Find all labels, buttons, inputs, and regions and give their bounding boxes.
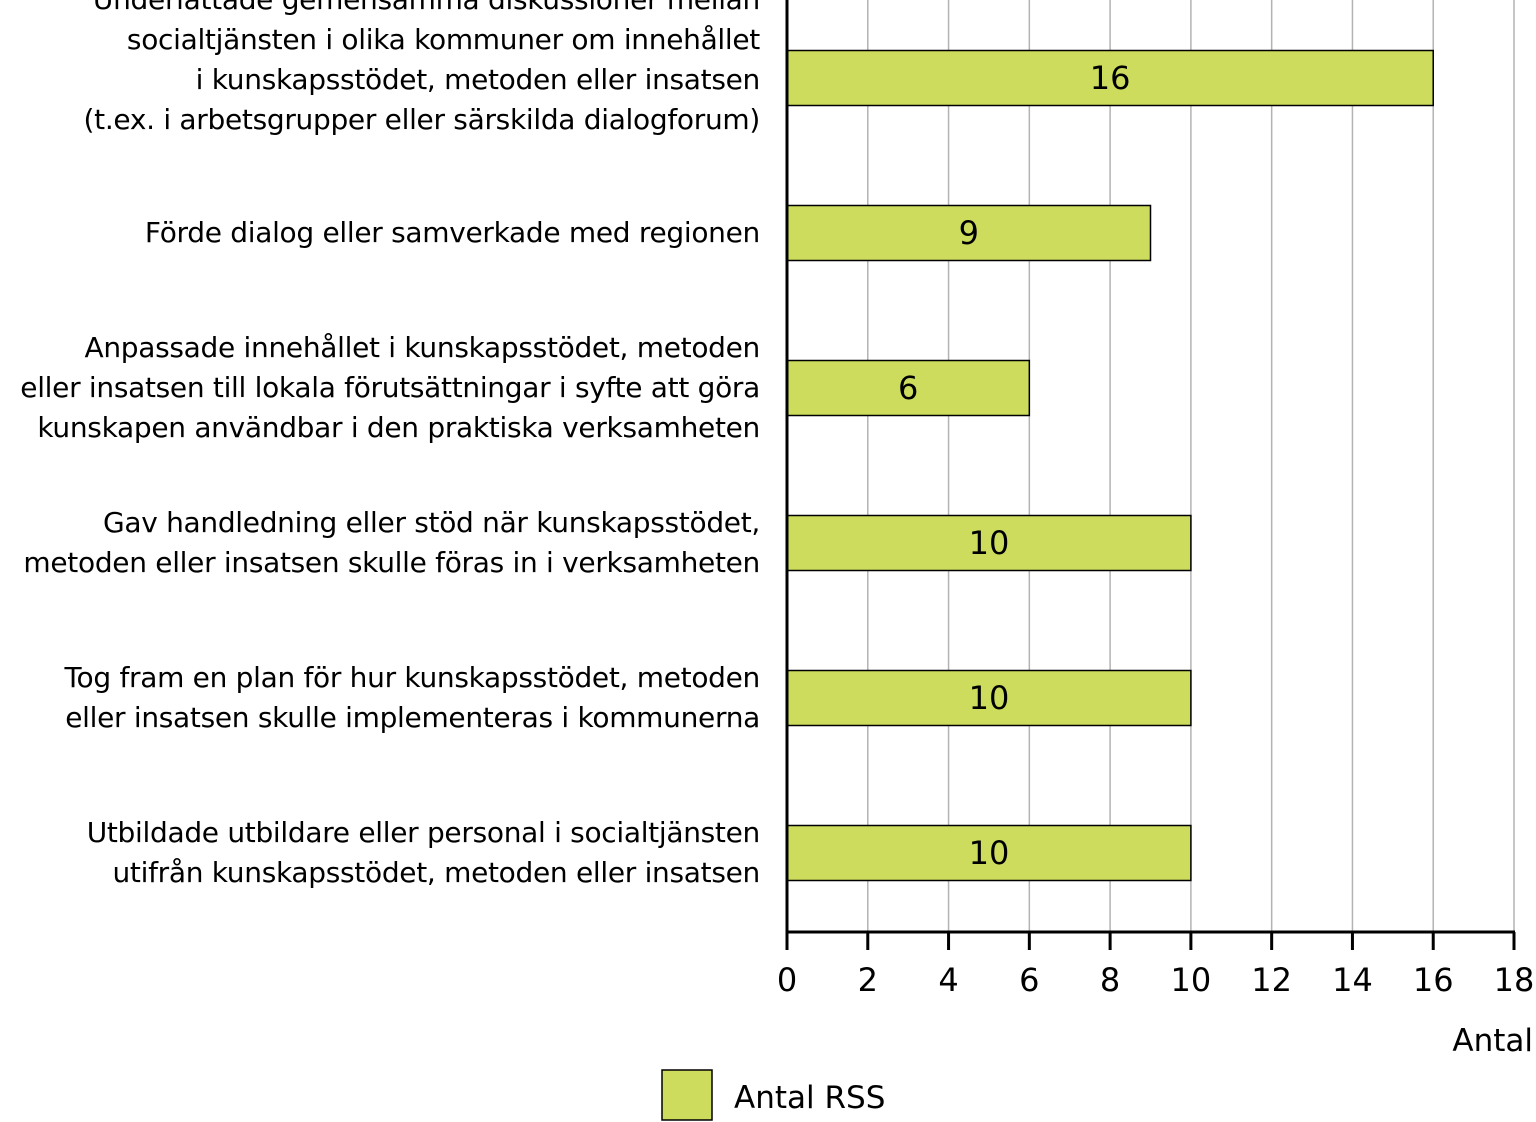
data-label: 10 (969, 524, 1010, 562)
category-label: Förde dialog eller samverkade med region… (145, 213, 760, 253)
x-tick-label: 0 (777, 961, 797, 999)
category-label-line: Tog fram en plan för hur kunskapsstödet,… (64, 661, 761, 694)
category-label: Gav handledning eller stöd när kunskapss… (23, 503, 760, 583)
legend-label: Antal RSS (734, 1080, 885, 1116)
legend-swatch (661, 1069, 713, 1121)
x-axis-label: Antal (1452, 1023, 1533, 1059)
x-tick-label: 4 (938, 961, 958, 999)
data-label: 16 (1090, 59, 1131, 97)
x-tick-label: 8 (1100, 961, 1120, 999)
category-label-line: Anpassade innehållet i kunskapsstödet, m… (84, 331, 760, 364)
category-label-line: Underlättade gemensamma diskussioner mel… (84, 0, 760, 20)
x-tick-label: 12 (1251, 961, 1292, 999)
category-label-line: kunskapen användbar i den praktiska verk… (37, 411, 760, 444)
category-label: Anpassade innehållet i kunskapsstödet, m… (20, 328, 760, 448)
bar (786, 204, 1152, 262)
category-label-line: eller insatsen till lokala förutsättning… (20, 371, 760, 404)
bar (786, 514, 1192, 572)
category-label: Utbildade utbildare eller personal i soc… (86, 813, 761, 893)
category-label-line: metoden eller insatsen skulle föras in i… (23, 546, 760, 579)
category-label-line: Gav handledning eller stöd när kunskapss… (102, 506, 760, 539)
x-tick-label: 2 (858, 961, 878, 999)
bar (786, 359, 1031, 417)
category-label-line: utifrån kunskapsstödet, metoden eller in… (112, 856, 760, 889)
data-label: 10 (969, 834, 1010, 872)
bar (786, 49, 1434, 107)
x-tick-label: 16 (1413, 961, 1454, 999)
category-label-line: socialtjänsten i olika kommuner om inneh… (126, 23, 760, 56)
x-tick-label: 10 (1171, 961, 1212, 999)
x-tick-label: 14 (1332, 961, 1373, 999)
category-label: Tog fram en plan för hur kunskapsstödet,… (65, 658, 761, 738)
category-label-line: Utbildade utbildare eller personal i soc… (86, 816, 761, 849)
category-label-line: (t.ex. i arbetsgrupper eller särskilda d… (83, 103, 761, 136)
data-label: 9 (959, 214, 979, 252)
category-label-line: eller insatsen skulle implementeras i ko… (65, 701, 760, 734)
category-label-line: Förde dialog eller samverkade med region… (144, 216, 760, 249)
data-label: 10 (969, 679, 1010, 717)
category-label-line: i kunskapsstödet, metoden eller insatsen (195, 63, 761, 96)
category-label: Underlättade gemensamma diskussioner mel… (83, 0, 761, 140)
x-tick-label: 6 (1019, 961, 1039, 999)
data-label: 6 (898, 369, 918, 407)
x-tick-label: 18 (1494, 961, 1535, 999)
